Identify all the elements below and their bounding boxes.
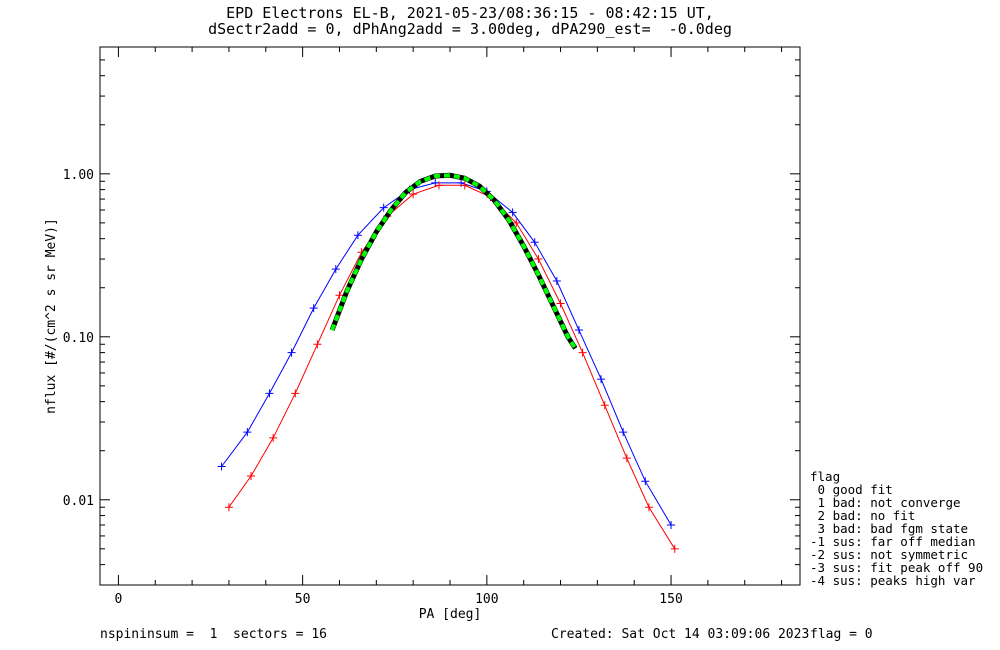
data-point-marker (574, 326, 583, 335)
legend-item: -1 sus: far off median (810, 534, 976, 549)
footer-created: Created: Sat Oct 14 03:09:06 2023 (551, 627, 810, 642)
series-line-0 (221, 182, 672, 526)
y-tick-label: 0.01 (63, 494, 94, 509)
data-point-marker (409, 190, 418, 199)
x-tick-label: 0 (115, 592, 123, 607)
data-point-marker (641, 477, 650, 486)
data-point-marker (287, 348, 296, 357)
legend-item: 0 good fit (810, 482, 893, 497)
legend-item: -3 sus: fit peak off 90 (810, 560, 984, 575)
legend-item: 3 bad: bad fgm state (810, 521, 969, 536)
x-tick-label: 100 (475, 592, 498, 607)
data-point-marker (217, 462, 226, 471)
x-tick-label: 150 (659, 592, 682, 607)
footer-flag: flag = 0 (810, 627, 873, 642)
data-point-marker (597, 375, 606, 384)
data-point-marker (379, 203, 388, 212)
data-point-marker (353, 231, 362, 240)
legend-item: -2 sus: not symmetric (810, 547, 969, 562)
data-point-marker (644, 503, 653, 512)
data-point-marker (600, 401, 609, 410)
footer-spin-info: nspininsum = 1 sectors = 16 (100, 627, 327, 642)
flag-legend: flag 0 good fit 1 bad: not converge 2 ba… (810, 470, 983, 587)
data-point-marker (313, 340, 322, 349)
data-point-marker (247, 471, 256, 480)
x-tick-label: 50 (295, 592, 311, 607)
y-tick-label: 0.10 (63, 331, 94, 346)
data-point-marker (335, 291, 344, 300)
y-axis-label: nflux [#/(cm^2 s sr MeV)] (44, 218, 59, 414)
data-point-marker (309, 304, 318, 313)
data-point-marker (269, 433, 278, 442)
data-point-marker (460, 181, 469, 190)
data-point-marker (622, 454, 631, 463)
series-line-1 (228, 184, 676, 550)
data-point-marker (291, 389, 300, 398)
legend-item: 1 bad: not converge (810, 495, 961, 510)
data-point-marker (508, 208, 517, 217)
chart-title-line-1: EPD Electrons EL-B, 2021-05-23/08:36:15 … (226, 4, 714, 22)
data-point-marker (530, 238, 539, 247)
fit-curve (330, 173, 577, 350)
legend-item: 2 bad: no fit (810, 508, 916, 523)
data-point-marker (434, 181, 443, 190)
x-axis-label: PA [deg] (419, 607, 482, 622)
y-tick-label: 1.00 (63, 168, 94, 183)
data-point-marker (552, 276, 561, 285)
data-point-marker (578, 348, 587, 357)
data-point-marker (667, 521, 676, 530)
data-point-marker (556, 299, 565, 308)
data-point-marker (670, 544, 679, 553)
data-point-marker (243, 428, 252, 437)
legend-title: flag (810, 469, 841, 484)
data-point-marker (512, 218, 521, 227)
plot-frame (99, 46, 801, 586)
chart-title-line-2: dSectr2add = 0, dPhAng2add = 3.00deg, dP… (208, 20, 732, 38)
data-point-marker (331, 265, 340, 274)
data-point-marker (265, 389, 274, 398)
data-point-marker (534, 255, 543, 264)
legend-item: -4 sus: peaks high var (810, 573, 976, 588)
data-point-marker (619, 428, 628, 437)
data-point-marker (224, 503, 233, 512)
